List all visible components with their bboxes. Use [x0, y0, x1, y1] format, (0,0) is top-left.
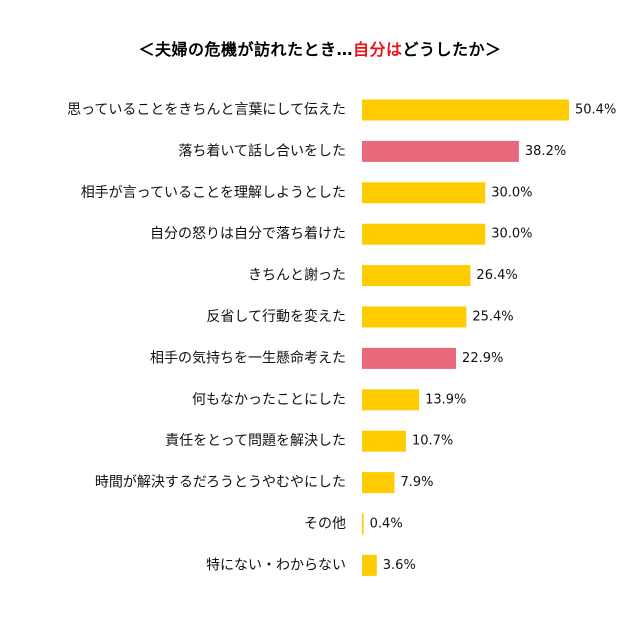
category-label: きちんと謝った [248, 268, 346, 284]
value-label: 10.7% [412, 434, 453, 449]
bar [362, 472, 395, 494]
category-label: 自分の怒りは自分で落ち着けた [150, 226, 346, 242]
title-part-accent: 自分は [352, 40, 403, 59]
value-label: 13.9% [425, 392, 466, 407]
bar [362, 265, 471, 287]
bar [362, 389, 420, 411]
value-label: 26.4% [476, 268, 517, 283]
category-label: 相手の気持ちを一生懸命考えた [150, 349, 346, 366]
category-label: 反省して行動を変えた [206, 308, 346, 325]
category-label: 相手が言っていることを理解しようとした [81, 185, 346, 201]
bar [362, 99, 569, 121]
value-label: 22.9% [462, 351, 503, 366]
value-label: 3.6% [383, 558, 416, 573]
value-label: 50.4% [575, 103, 616, 118]
category-label: 落ち着いて話し合いをした [178, 142, 346, 159]
bars-group: 思っていることをきちんと言葉にして伝えた 50.4% 落ち着いて話し合いをした 38.… [67, 99, 616, 576]
category-label: 思っていることをきちんと言葉にして伝えた [67, 102, 346, 118]
value-label: 0.4% [370, 517, 403, 532]
bar [362, 182, 486, 204]
value-label: 7.9% [400, 475, 433, 490]
bar [362, 140, 519, 162]
bar [362, 513, 364, 535]
bar [362, 306, 467, 328]
category-label: 責任をとって問題を解決した [165, 433, 346, 449]
bar [362, 347, 457, 369]
value-label: 25.4% [472, 310, 513, 325]
value-label: 38.2% [525, 144, 566, 159]
title-part-1: ＜夫婦の危機が訪れたとき… [138, 40, 353, 59]
category-label: 特にない・わからない [206, 557, 346, 573]
category-label: その他 [304, 516, 346, 532]
chart-title: ＜夫婦の危機が訪れたとき…自分はどうしたか＞ [0, 36, 640, 60]
bar [362, 554, 377, 576]
bar [362, 430, 406, 452]
value-label: 30.0% [491, 227, 532, 242]
category-label: 何もなかったことにした [192, 392, 346, 408]
category-label: 時間が解決するだろうとうやむやにした [95, 475, 346, 491]
bar [362, 223, 486, 245]
title-part-3: どうしたか＞ [402, 40, 502, 59]
value-label: 30.0% [491, 185, 532, 200]
